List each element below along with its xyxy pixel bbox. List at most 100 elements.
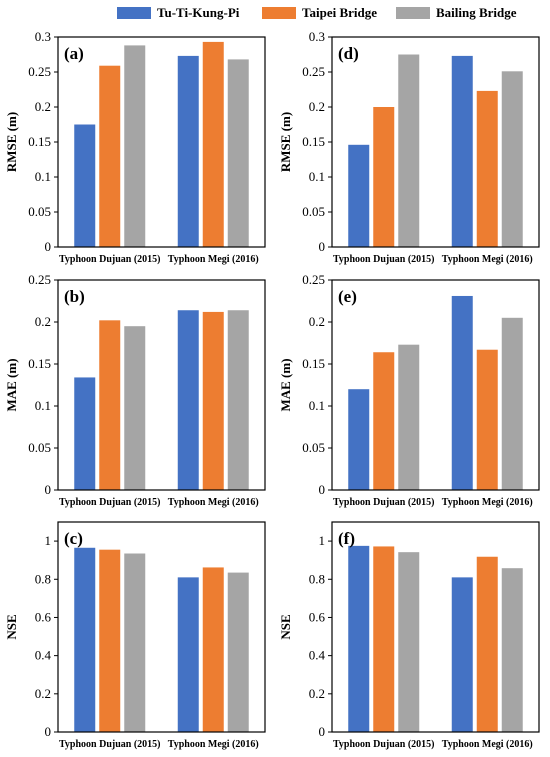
bar-tu-ti-kung-pi-1 <box>74 377 96 490</box>
legend-item-tu-ti-kung-pi: Tu-Ti-Kung-Pi <box>117 5 239 21</box>
y-tick-label: 1 <box>319 533 326 548</box>
bar-bailing-bridge-1 <box>398 54 420 247</box>
x-tick-label: Typhoon Dujuan (2015) <box>333 497 435 508</box>
bar-bailing-bridge-1 <box>398 344 420 490</box>
bar-taipei-bridge-2 <box>476 349 498 490</box>
bar-taipei-bridge-2 <box>476 556 498 732</box>
x-tick-label: Typhoon Dujuan (2015) <box>59 739 161 750</box>
y-tick-label: 0.15 <box>302 356 325 371</box>
y-tick-label: 0.2 <box>309 686 325 701</box>
y-axis-label: RMSE (m) <box>278 112 293 172</box>
legend-item-bailing-bridge: Bailing Bridge <box>396 5 517 21</box>
legend-label-tu-ti-kung-pi: Tu-Ti-Kung-Pi <box>157 5 240 20</box>
bar-bailing-bridge-1 <box>124 326 146 490</box>
y-tick-label: 0.05 <box>28 440 51 455</box>
panel-label: (f) <box>338 529 355 548</box>
y-tick-label: 0.25 <box>302 272 325 287</box>
bar-tu-ti-kung-pi-1 <box>74 547 96 732</box>
chart-panel-f: Typhoon Dujuan (2015) Typhoon Megi (2016)… <box>278 521 540 750</box>
y-tick-label: 0.8 <box>309 571 325 586</box>
bar-taipei-bridge-1 <box>373 546 395 732</box>
y-tick-label: 0 <box>319 482 326 497</box>
y-tick-label: 0 <box>45 724 52 739</box>
y-tick-label: 0.1 <box>309 398 325 413</box>
panel-label: (a) <box>64 44 84 63</box>
plot-frame <box>57 279 266 491</box>
bar-taipei-bridge-2 <box>476 90 498 248</box>
bar-tu-ti-kung-pi-2 <box>177 55 199 248</box>
y-axis-label: NSE <box>278 614 293 639</box>
y-axis-label: MAE (m) <box>278 358 293 411</box>
y-axis-label: MAE (m) <box>4 358 19 411</box>
chart-panel-e: Typhoon Dujuan (2015) Typhoon Megi (2016)… <box>278 272 540 508</box>
bar-tu-ti-kung-pi-2 <box>177 577 199 732</box>
x-tick-label: Typhoon Dujuan (2015) <box>59 497 161 508</box>
plot-frame <box>331 521 540 733</box>
x-tick-label: Typhoon Megi (2016) <box>442 739 533 750</box>
y-tick-label: 0 <box>45 239 52 254</box>
y-tick-label: 0.2 <box>309 99 325 114</box>
panel-label: (d) <box>338 44 359 63</box>
bar-taipei-bridge-1 <box>99 320 121 490</box>
y-tick-label: 0.3 <box>309 29 325 44</box>
y-tick-label: 0 <box>319 724 326 739</box>
y-tick-label: 0.6 <box>309 609 326 624</box>
plot-frame <box>57 521 266 733</box>
bar-bailing-bridge-2 <box>227 59 249 248</box>
y-axis-label: NSE <box>4 614 19 639</box>
y-axis-label: RMSE (m) <box>4 112 19 172</box>
bar-taipei-bridge-2 <box>202 567 224 732</box>
y-tick-label: 0.05 <box>302 204 325 219</box>
chart-panel-b: Typhoon Dujuan (2015) Typhoon Megi (2016)… <box>4 272 266 508</box>
bar-tu-ti-kung-pi-2 <box>451 577 473 732</box>
bar-bailing-bridge-2 <box>501 317 523 490</box>
x-tick-label: Typhoon Megi (2016) <box>168 739 259 750</box>
x-tick-label: Typhoon Dujuan (2015) <box>333 254 435 265</box>
y-tick-label: 0.05 <box>28 204 51 219</box>
bar-bailing-bridge-2 <box>227 572 249 732</box>
x-tick-label: Typhoon Megi (2016) <box>168 254 259 265</box>
bar-bailing-bridge-1 <box>398 552 420 732</box>
bar-bailing-bridge-2 <box>501 71 523 247</box>
bar-tu-ti-kung-pi-1 <box>74 124 96 247</box>
y-tick-label: 0.25 <box>28 64 51 79</box>
y-tick-label: 0.2 <box>309 314 325 329</box>
chart-panel-c: Typhoon Dujuan (2015) Typhoon Megi (2016)… <box>4 521 266 750</box>
y-tick-label: 0.3 <box>35 29 51 44</box>
y-tick-label: 0.6 <box>35 609 52 624</box>
panel-label: (c) <box>64 529 83 548</box>
y-tick-label: 1 <box>45 533 52 548</box>
bar-taipei-bridge-1 <box>373 352 395 490</box>
y-tick-label: 0.15 <box>28 134 51 149</box>
y-tick-label: 0.2 <box>35 99 51 114</box>
y-tick-label: 0.15 <box>28 356 51 371</box>
plot-frame <box>331 279 540 491</box>
y-tick-label: 0.2 <box>35 314 51 329</box>
legend: Tu-Ti-Kung-Pi Taipei Bridge Bailing Brid… <box>0 0 550 26</box>
legend-swatch-bailing-bridge <box>396 7 430 19</box>
bar-bailing-bridge-2 <box>501 568 523 732</box>
x-tick-label: Typhoon Megi (2016) <box>168 497 259 508</box>
x-tick-label: Typhoon Dujuan (2015) <box>333 739 435 750</box>
y-tick-label: 0.2 <box>35 686 51 701</box>
y-tick-label: 0.05 <box>302 440 325 455</box>
bar-tu-ti-kung-pi-1 <box>348 389 370 490</box>
bar-bailing-bridge-1 <box>124 553 146 732</box>
legend-label-taipei-bridge: Taipei Bridge <box>302 5 378 20</box>
bar-tu-ti-kung-pi-1 <box>348 545 370 732</box>
bar-tu-ti-kung-pi-2 <box>451 295 473 490</box>
bar-tu-ti-kung-pi-2 <box>451 55 473 248</box>
legend-label-bailing-bridge: Bailing Bridge <box>436 5 517 20</box>
bar-bailing-bridge-2 <box>227 310 249 490</box>
bar-taipei-bridge-2 <box>202 311 224 490</box>
y-tick-label: 0.1 <box>309 169 325 184</box>
legend-swatch-tu-ti-kung-pi <box>117 7 151 19</box>
bar-taipei-bridge-1 <box>99 549 121 732</box>
y-tick-label: 0.8 <box>35 571 51 586</box>
bar-taipei-bridge-2 <box>202 41 224 248</box>
bar-taipei-bridge-1 <box>99 65 121 247</box>
chart-grid: Typhoon Dujuan (2015) Typhoon Megi (2016)… <box>4 29 540 750</box>
y-tick-label: 0.25 <box>302 64 325 79</box>
chart-panel-a: Typhoon Dujuan (2015) Typhoon Megi (2016)… <box>4 29 266 265</box>
y-tick-label: 0 <box>45 482 52 497</box>
